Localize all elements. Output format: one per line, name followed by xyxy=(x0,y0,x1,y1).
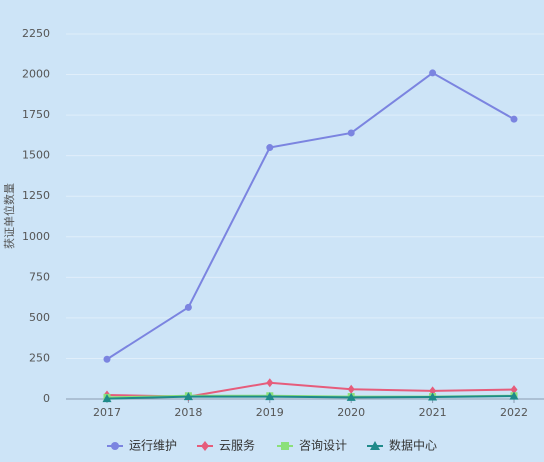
point xyxy=(201,441,209,451)
x-tick-label: 2021 xyxy=(419,406,447,419)
x-tick-label: 2017 xyxy=(93,406,121,419)
point xyxy=(266,144,274,152)
y-axis-label: 获证单位数量 xyxy=(2,183,16,249)
y-tick-label: 750 xyxy=(29,270,50,283)
point xyxy=(510,115,518,123)
legend-label: 咨询设计 xyxy=(299,438,347,453)
y-tick-label: 1500 xyxy=(22,149,50,162)
point xyxy=(265,392,275,401)
point xyxy=(346,392,356,401)
y-tick-label: 1250 xyxy=(22,189,50,202)
series-line xyxy=(106,395,515,400)
point xyxy=(370,441,380,450)
point xyxy=(281,442,289,450)
point xyxy=(509,391,519,400)
point xyxy=(510,385,518,395)
point xyxy=(429,69,437,77)
y-tick-label: 500 xyxy=(29,311,50,324)
legend-label: 数据中心 xyxy=(389,438,437,453)
point xyxy=(428,392,438,401)
point xyxy=(266,378,274,388)
point xyxy=(102,394,112,403)
series-line xyxy=(106,71,515,361)
point xyxy=(347,384,355,394)
x-tick-label: 2022 xyxy=(500,406,528,419)
y-tick-label: 1000 xyxy=(22,230,50,243)
series-line xyxy=(106,381,515,398)
y-tick-label: 2250 xyxy=(22,27,50,40)
x-tick-label: 2019 xyxy=(256,406,284,419)
point xyxy=(103,355,111,363)
y-tick-label: 0 xyxy=(43,392,50,405)
legend-label: 运行维护 xyxy=(129,439,177,453)
point xyxy=(111,442,119,450)
x-tick-label: 2018 xyxy=(174,406,202,419)
point xyxy=(347,129,355,137)
y-tick-label: 1750 xyxy=(22,108,50,121)
x-tick-label: 2020 xyxy=(337,406,365,419)
point xyxy=(183,392,193,401)
y-tick-label: 250 xyxy=(29,351,50,364)
y-tick-label: 2000 xyxy=(22,68,50,81)
point xyxy=(184,303,192,311)
legend-label: 云服务 xyxy=(219,438,255,453)
